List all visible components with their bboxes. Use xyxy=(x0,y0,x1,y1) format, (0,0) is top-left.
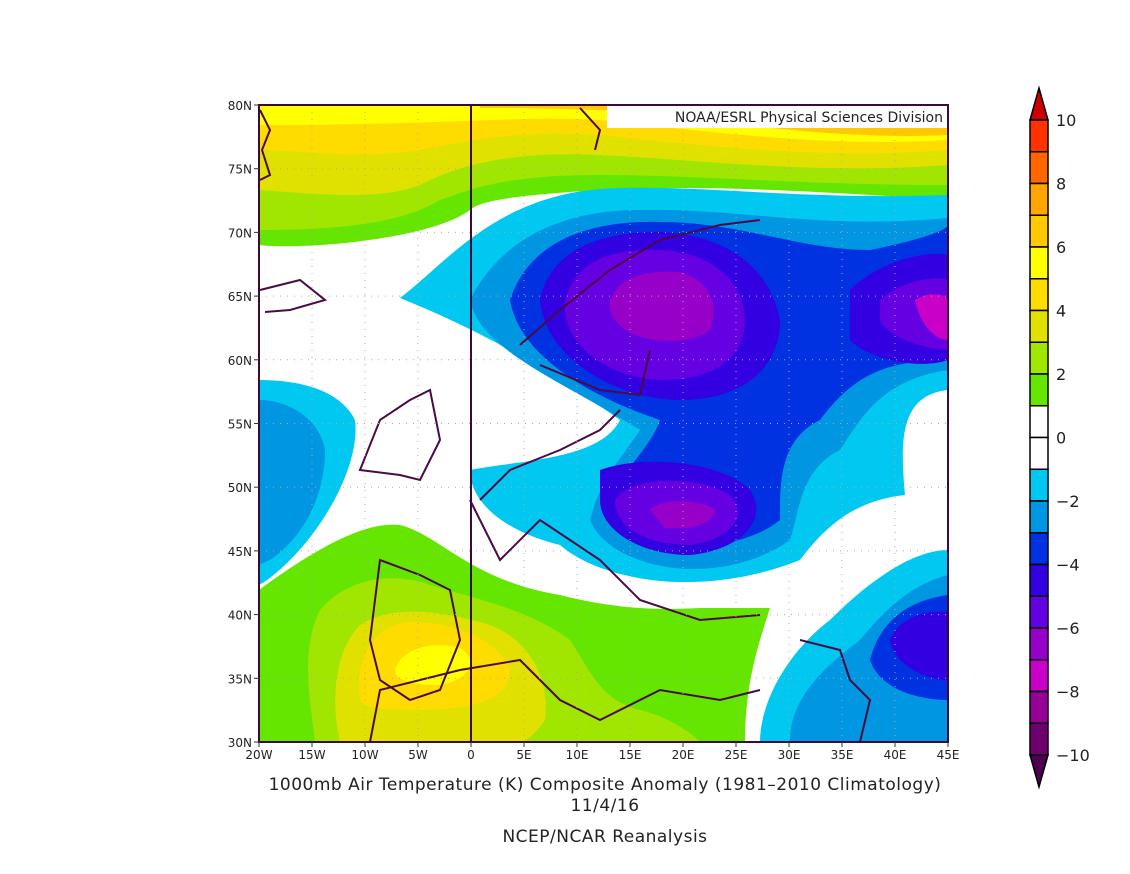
colorbar-segment xyxy=(1029,341,1049,375)
map-title: 1000mb Air Temperature (K) Composite Ano… xyxy=(268,775,942,795)
colorbar-segment xyxy=(1029,309,1049,343)
colorbar-segment xyxy=(1029,278,1049,312)
colorbar-label: −2 xyxy=(1056,492,1080,511)
x-tick-label: 5W xyxy=(408,748,428,762)
colorbar-segment xyxy=(1029,373,1049,407)
y-tick-label: 80N xyxy=(228,99,252,113)
colorbar-label: 2 xyxy=(1056,365,1066,384)
coastlines xyxy=(259,107,872,742)
credit-label: NOAA/ESRL Physical Sciences Division xyxy=(675,110,943,126)
colorbar-segment xyxy=(1029,722,1049,756)
colorbar-segment xyxy=(1029,151,1049,185)
y-tick-label: 50N xyxy=(228,481,252,495)
x-tick-label: 25E xyxy=(725,748,748,762)
y-tick-label: 35N xyxy=(228,672,252,686)
map-source: NCEP/NCAR Reanalysis xyxy=(502,827,708,847)
colorbar: 10 8 6 4 2 0 −2 −4 −6 −8 −10 xyxy=(1029,85,1090,790)
x-tick-label: 15E xyxy=(619,748,642,762)
x-tick-label: 5E xyxy=(516,748,531,762)
gridlines xyxy=(259,105,948,742)
y-tick-label: 45N xyxy=(228,545,252,559)
axes: 20W 15W 10W 5W 0 5E 10E 15E 20E 25E 30E 35E 40E 45E 30… xyxy=(228,99,960,762)
colorbar-over-triangle xyxy=(1029,85,1049,121)
colorbar-segment xyxy=(1029,595,1049,629)
colorbar-segment xyxy=(1029,659,1049,693)
colorbar-segment xyxy=(1029,119,1049,153)
colorbar-segment xyxy=(1029,532,1049,566)
colorbar-label: −8 xyxy=(1056,683,1080,702)
y-tick-label: 55N xyxy=(228,418,252,432)
x-tick-label: 30E xyxy=(778,748,801,762)
colorbar-segment xyxy=(1029,627,1049,661)
y-tick-label: 30N xyxy=(228,736,252,750)
x-tick-label: 15W xyxy=(298,748,325,762)
x-tick-label: 10E xyxy=(566,748,589,762)
y-tick-label: 70N xyxy=(228,226,252,240)
colorbar-segment xyxy=(1029,500,1049,534)
colorbar-label: 8 xyxy=(1056,175,1066,194)
colorbar-label: 6 xyxy=(1056,238,1066,257)
colorbar-label: 10 xyxy=(1056,111,1076,130)
x-tick-label: 20W xyxy=(245,748,272,762)
colorbar-label: 0 xyxy=(1056,429,1066,448)
credit-box xyxy=(607,106,947,128)
x-tick-label: 20E xyxy=(672,748,695,762)
colorbar-segment xyxy=(1029,405,1049,439)
colorbar-label: −10 xyxy=(1056,746,1090,765)
x-tick-label: 40E xyxy=(884,748,907,762)
colorbar-segment xyxy=(1029,563,1049,597)
colorbar-segment xyxy=(1029,182,1049,216)
x-tick-label: 0 xyxy=(467,748,475,762)
colorbar-segment xyxy=(1029,436,1049,470)
colorbar-label: −4 xyxy=(1056,556,1080,575)
map-date: 11/4/16 xyxy=(570,796,640,816)
colorbar-segment xyxy=(1029,468,1049,502)
colorbar-segment xyxy=(1029,246,1049,280)
y-tick-label: 75N xyxy=(228,163,252,177)
x-tick-label: 35E xyxy=(831,748,854,762)
y-tick-label: 65N xyxy=(228,290,252,304)
x-tick-label: 10W xyxy=(351,748,378,762)
x-tick-label: 45E xyxy=(937,748,960,762)
y-tick-label: 40N xyxy=(228,609,252,623)
colorbar-label: 4 xyxy=(1056,302,1066,321)
colorbar-segment xyxy=(1029,214,1049,248)
colorbar-label: −6 xyxy=(1056,619,1080,638)
anomaly-field xyxy=(259,105,948,742)
y-tick-label: 60N xyxy=(228,354,252,368)
colorbar-segment xyxy=(1029,690,1049,724)
